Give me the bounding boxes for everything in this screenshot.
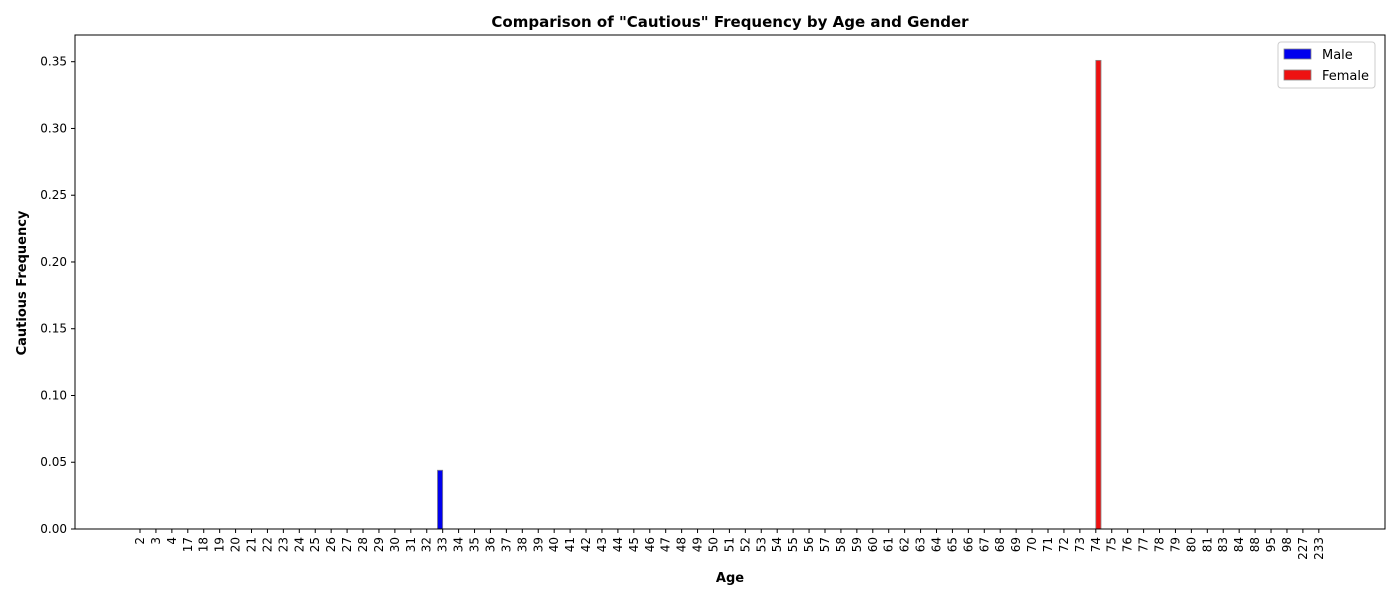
y-tick-label: 0.15: [40, 322, 67, 336]
x-tick-label: 58: [834, 537, 848, 552]
plot-area: 0.000.050.100.150.200.250.300.352 3 4 17 18 1…: [40, 34, 1386, 560]
x-tick-label: 49: [691, 537, 705, 552]
x-tick-label: 35: [468, 537, 482, 552]
x-tick-label: 66: [961, 537, 975, 552]
x-tick-label: 32: [420, 537, 434, 552]
x-tick-label: 55: [786, 537, 800, 552]
x-tick-label: 31: [404, 537, 418, 552]
x-tick-label: 63: [914, 537, 928, 552]
legend-swatch-male: [1283, 48, 1312, 60]
x-tick-label: 79: [1168, 537, 1182, 552]
y-axis-label: Cautious Frequency: [15, 210, 30, 355]
x-tick-label: 233: [1312, 537, 1326, 560]
x-tick-label: 25: [308, 537, 322, 552]
x-tick-label: 2: [133, 537, 147, 545]
x-tick-label: 83: [1216, 537, 1230, 552]
x-tick-label: 27: [340, 537, 354, 552]
x-tick-label: 69: [1009, 537, 1023, 552]
x-tick-label: 43: [595, 537, 609, 552]
x-tick-label: 88: [1248, 537, 1262, 552]
x-tick-label: 23: [276, 537, 290, 552]
x-tick-label: 3: [149, 537, 163, 545]
x-tick-label: 52: [738, 537, 752, 552]
x-tick-label: 17: [181, 537, 195, 552]
x-tick-label: 18: [197, 537, 211, 552]
legend-label-female: Female: [1322, 69, 1369, 84]
y-tick-label: 0.35: [40, 55, 67, 69]
x-tick-label: 30: [388, 537, 402, 552]
x-tick-label: 24: [292, 537, 306, 552]
x-tick-label: 34: [452, 537, 466, 552]
x-tick-label: 74: [1089, 537, 1103, 552]
x-tick-label: 29: [372, 537, 386, 552]
x-tick-label: 36: [483, 537, 497, 552]
y-tick-label: 0.10: [40, 388, 67, 402]
x-tick-label: 59: [850, 537, 864, 552]
x-tick-label: 21: [245, 537, 259, 552]
x-tick-label: 56: [802, 537, 816, 552]
x-tick-label: 37: [499, 537, 513, 552]
y-tick-label: 0.30: [40, 121, 67, 135]
x-tick-label: 57: [818, 537, 832, 552]
x-tick-label: 42: [579, 537, 593, 552]
x-tick-label: 75: [1105, 537, 1119, 552]
x-axis-label: Age: [716, 571, 744, 586]
x-tick-label: 28: [356, 537, 370, 552]
x-tick-label: 22: [260, 537, 274, 552]
x-tick-label: 73: [1073, 537, 1087, 552]
x-tick-label: 26: [324, 537, 338, 552]
x-tick-label: 84: [1232, 537, 1246, 552]
x-tick-label: 44: [611, 537, 625, 552]
x-tick-label: 60: [866, 537, 880, 552]
bar-male-33: [437, 469, 444, 530]
x-tick-label: 39: [531, 537, 545, 552]
x-tick-label: 81: [1200, 537, 1214, 552]
x-tick-label: 4: [165, 537, 179, 545]
x-tick-label: 51: [722, 537, 736, 552]
x-tick-label: 68: [993, 537, 1007, 552]
x-tick-label: 50: [706, 537, 720, 552]
x-tick-label: 71: [1041, 537, 1055, 552]
x-tick-label: 41: [563, 537, 577, 552]
legend-label-male: Male: [1322, 48, 1353, 63]
x-tick-label: 47: [659, 537, 673, 552]
x-tick-label: 20: [229, 537, 243, 552]
legend-swatch-female: [1283, 69, 1312, 81]
x-tick-label: 53: [754, 537, 768, 552]
x-tick-label: 40: [547, 537, 561, 552]
chart-title: Comparison of "Cautious" Frequency by Ag…: [491, 13, 969, 31]
x-tick-label: 98: [1280, 537, 1294, 552]
x-tick-label: 78: [1153, 537, 1167, 552]
x-tick-label: 46: [643, 537, 657, 552]
y-tick-label: 0.25: [40, 188, 67, 202]
bar-female-74: [1095, 59, 1102, 530]
x-tick-label: 38: [515, 537, 529, 552]
x-tick-label: 64: [930, 537, 944, 552]
x-tick-label: 65: [945, 537, 959, 552]
x-tick-label: 33: [436, 537, 450, 552]
y-tick-label: 0.05: [40, 455, 67, 469]
legend: Male Female: [1277, 41, 1376, 89]
x-tick-label: 54: [770, 537, 784, 552]
y-tick-label: 0.00: [40, 522, 67, 536]
x-tick-label: 62: [898, 537, 912, 552]
x-tick-label: 19: [213, 537, 227, 552]
x-tick-label: 67: [977, 537, 991, 552]
x-tick-label: 95: [1264, 537, 1278, 552]
x-tick-label: 80: [1184, 537, 1198, 552]
x-tick-label: 45: [627, 537, 641, 552]
x-tick-label: 48: [675, 537, 689, 552]
x-tick-label: 77: [1137, 537, 1151, 552]
plot-frame: [74, 34, 1386, 530]
y-tick-label: 0.20: [40, 255, 67, 269]
x-tick-label: 227: [1296, 537, 1310, 560]
x-tick-label: 76: [1121, 537, 1135, 552]
x-tick-label: 61: [882, 537, 896, 552]
x-tick-label: 72: [1057, 537, 1071, 552]
x-tick-label: 70: [1025, 537, 1039, 552]
